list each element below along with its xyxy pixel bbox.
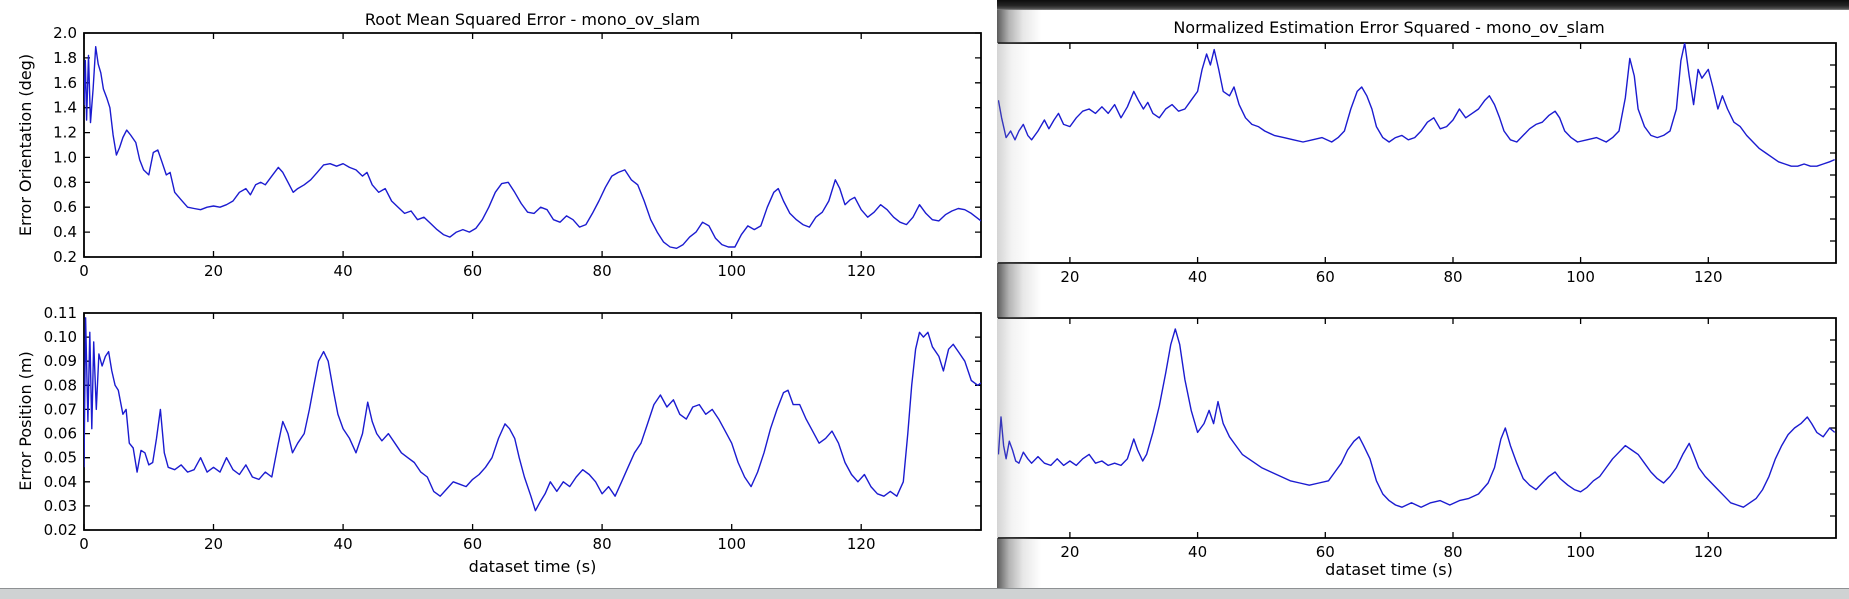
y-tick-label: 0.03 (44, 497, 77, 515)
axes-spines (83, 32, 982, 258)
y-tick-label: 0.04 (44, 473, 77, 491)
x-tick-label: 60 (1316, 268, 1335, 286)
x-tick-label: 0 (79, 535, 89, 553)
window-shadow-bottom-plot (997, 318, 1031, 538)
x-tick-label: 20 (204, 262, 223, 280)
window-shadow-top-plot (997, 43, 1031, 263)
rmse-orientation-axes: 0 20 40 60 80 100 120 0.2 0.4 0.6 0.8 1.0 1.2 1.4 1.6 1… (53, 24, 982, 280)
y-tick-label: 0.07 (44, 400, 77, 418)
y-tick-label: 0.05 (44, 449, 77, 467)
x-tick-label: 40 (334, 262, 353, 280)
bottom-taskbar-strip (0, 588, 1849, 599)
x-tick-label: 60 (463, 262, 482, 280)
y-tick-label: 0.8 (53, 173, 77, 191)
x-tick-label: 20 (204, 535, 223, 553)
y-tick-label: 0.4 (53, 223, 77, 241)
y-tick-label: 0.6 (53, 198, 77, 216)
left-top-y-axis-label: Error Orientation (deg) (16, 53, 35, 237)
right-figure-window[interactable] (997, 0, 1849, 588)
nees-orientation-axes: 20 40 60 80 100 120 (998, 42, 1837, 286)
left-figure-window[interactable] (0, 0, 997, 588)
x-tick-label: 120 (1694, 268, 1723, 286)
x-tick-label: 100 (1566, 268, 1595, 286)
axes-spines (83, 312, 982, 531)
x-tick-label: 80 (1443, 543, 1462, 561)
right-x-axis-label: dataset time (s) (1325, 560, 1453, 579)
window-shadow-bottom-margin (997, 538, 1041, 588)
y-tick-label: 0.2 (53, 248, 77, 266)
x-tick-label: 80 (593, 262, 612, 280)
y-tick-label: 1.2 (53, 124, 77, 142)
nees-position-axes: 20 40 60 80 100 120 (998, 317, 1837, 561)
y-tick-label: 0.10 (44, 328, 77, 346)
x-tick-label: 40 (1188, 268, 1207, 286)
x-tick-label: 120 (847, 262, 876, 280)
x-tick-label: 100 (717, 535, 746, 553)
y-tick-label: 1.4 (53, 99, 77, 117)
nees-orientation-curve (998, 43, 1835, 167)
left-x-axis-label: dataset time (s) (468, 557, 597, 576)
rmse-position-curve (84, 317, 981, 512)
x-tick-label: 40 (1188, 543, 1207, 561)
left-figure-title: Root Mean Squared Error - mono_ov_slam (364, 10, 701, 29)
left-bottom-y-axis-label: Error Position (m) (16, 351, 35, 491)
y-tick-label: 0.02 (44, 521, 77, 539)
nees-position-curve (998, 328, 1836, 508)
x-tick-label: 80 (593, 535, 612, 553)
right-figure-title: Normalized Estimation Error Squared - mo… (1173, 18, 1605, 37)
y-tick-label: 0.09 (44, 352, 77, 370)
x-tick-label: 60 (463, 535, 482, 553)
y-tick-label: 1.6 (53, 74, 77, 92)
rmse-position-axes: 0 20 40 60 80 100 120 0.02 0.03 0.04 0.05 0.06 0.07 0… (44, 304, 982, 553)
window-shadow-top-margin (997, 10, 1041, 43)
y-tick-label: 1.0 (53, 148, 77, 166)
x-tick-label: 60 (1316, 543, 1335, 561)
y-tick-label: 0.11 (44, 304, 77, 322)
right-window-top-edge (997, 0, 1849, 10)
y-tick-label: 1.8 (53, 49, 77, 67)
rmse-orientation-curve (84, 46, 981, 250)
x-tick-label: 20 (1060, 268, 1079, 286)
y-tick-label: 2.0 (53, 24, 77, 42)
x-tick-label: 100 (717, 262, 746, 280)
y-tick-label: 0.08 (44, 376, 77, 394)
x-tick-label: 0 (79, 262, 89, 280)
window-shadow-mid-margin (997, 263, 1041, 318)
x-tick-label: 40 (334, 535, 353, 553)
x-tick-label: 120 (847, 535, 876, 553)
x-tick-label: 80 (1443, 268, 1462, 286)
x-tick-label: 20 (1060, 543, 1079, 561)
y-tick-label: 0.06 (44, 425, 77, 443)
x-tick-label: 120 (1694, 543, 1723, 561)
x-tick-label: 100 (1566, 543, 1595, 561)
